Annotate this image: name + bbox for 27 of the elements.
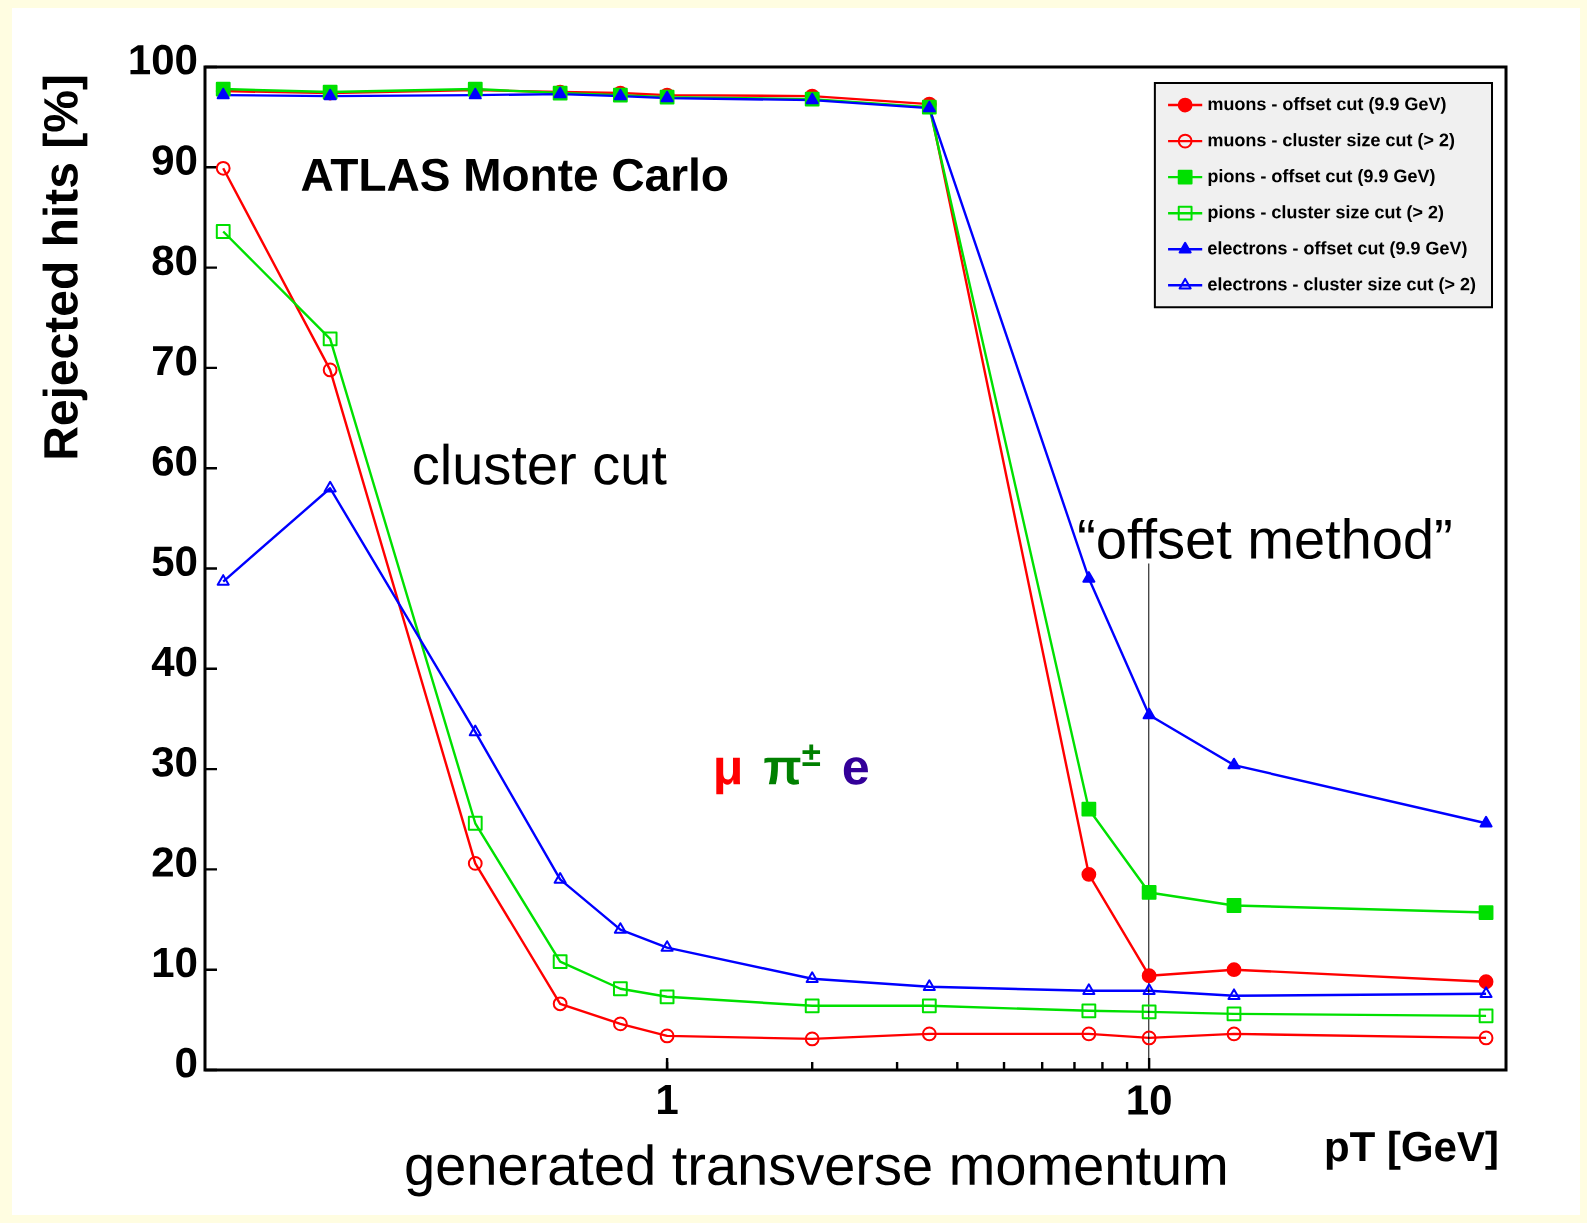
y-tick-label: 60 bbox=[152, 446, 197, 476]
y-tick-label: 70 bbox=[153, 345, 197, 376]
y-tick-label: 10 bbox=[153, 947, 197, 978]
y-tick-label: 50 bbox=[152, 546, 197, 577]
annotation: “offset method” bbox=[1079, 517, 1451, 560]
legend-label: muons - offset cut (9.9 GeV) bbox=[1208, 97, 1446, 114]
y-tick-label: 100 bbox=[130, 44, 197, 75]
y-tick-label: 0 bbox=[176, 1047, 197, 1078]
y-axis-title: Rejected hits [%] bbox=[42, 76, 88, 458]
y-tick-label: 80 bbox=[152, 245, 197, 276]
y-tick-label: 40 bbox=[151, 646, 197, 677]
legend-label: muons - cluster size cut (> 2) bbox=[1208, 133, 1455, 150]
legend-label: pions - offset cut (9.9 GeV) bbox=[1208, 169, 1435, 186]
legend-label: pions - cluster size cut (> 2) bbox=[1208, 205, 1444, 222]
x-tick-label: 1 bbox=[658, 1085, 678, 1114]
legend-label: electrons - cluster size cut (> 2) bbox=[1208, 277, 1476, 295]
annotation: cluster cut bbox=[414, 443, 667, 485]
annotation: ATLAS Monte Carlo bbox=[301, 157, 728, 192]
y-tick-label: 20 bbox=[152, 847, 197, 878]
annotation: μ bbox=[716, 757, 741, 795]
annotation: π$^{±}$ bbox=[764, 744, 821, 785]
y-tick-label: 90 bbox=[152, 145, 197, 175]
text: generated transverse momentum bbox=[406, 1144, 1226, 1197]
x-axis-title: pT [GeV] bbox=[1326, 1130, 1497, 1170]
annotation: e bbox=[843, 757, 868, 785]
y-tick-label: 30 bbox=[152, 746, 197, 777]
legend-label: electrons - offset cut (9.9 GeV) bbox=[1208, 241, 1467, 258]
